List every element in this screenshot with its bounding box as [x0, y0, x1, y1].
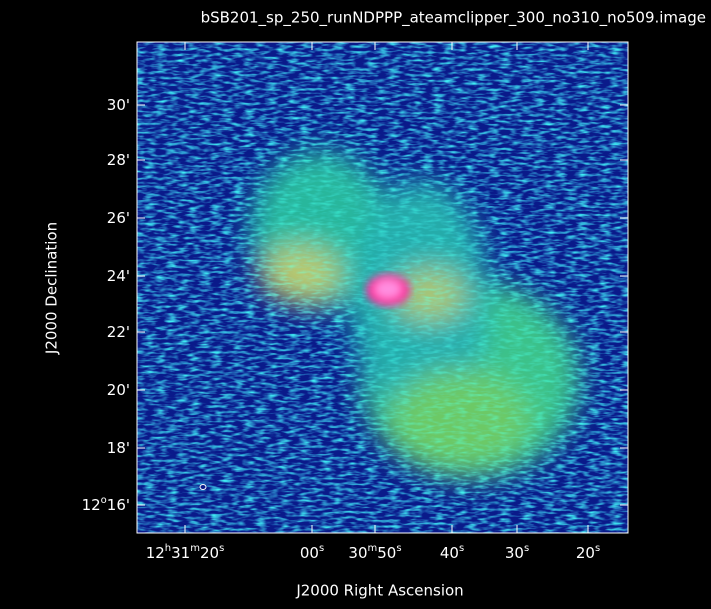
x-tick-label: 40s: [440, 543, 464, 562]
y-tick-label: 30': [107, 96, 130, 114]
tick-label-superscript: s: [595, 543, 600, 554]
tick-label-part: 20': [107, 381, 130, 399]
tick-label-part: 12: [146, 544, 165, 562]
y-tick-label: 22': [107, 323, 130, 341]
tick-label-superscript: m: [368, 543, 378, 554]
tick-label-part: 24': [107, 267, 130, 285]
tick-label-part: 31: [171, 544, 190, 562]
tick-label-superscript: m: [190, 543, 200, 554]
tick-label-superscript: s: [459, 543, 464, 554]
tick-label-part: 18': [107, 439, 130, 457]
sky-image: [137, 42, 628, 533]
tick-label-part: 28': [107, 151, 130, 169]
tick-label-part: 20: [576, 544, 595, 562]
tick-label-part: 50: [377, 544, 396, 562]
x-tick-label: 30m50s: [348, 543, 401, 562]
y-tick-label: 24': [107, 267, 130, 285]
tick-label-superscript: s: [319, 543, 324, 554]
tick-label-part: 16': [107, 496, 130, 514]
y-tick-label: 12o16': [82, 495, 130, 514]
x-tick-label: 12h31m20s: [146, 543, 225, 562]
y-tick-label: 20': [107, 381, 130, 399]
tick-label-part: 40: [440, 544, 459, 562]
tick-label-superscript: s: [219, 543, 224, 554]
y-tick-label: 26': [107, 209, 130, 227]
x-tick-label: 00s: [300, 543, 324, 562]
y-axis-label: J2000 Declination: [43, 222, 61, 355]
tick-label-part: 20: [200, 544, 219, 562]
x-tick-label: 30s: [505, 543, 529, 562]
tick-label-superscript: s: [524, 543, 529, 554]
tick-label-part: 30': [107, 96, 130, 114]
tick-label-superscript: s: [396, 543, 401, 554]
tick-label-part: 00: [300, 544, 319, 562]
figure: bSB201_sp_250_runNDPPP_ateamclipper_300_…: [0, 0, 711, 609]
plot-title: bSB201_sp_250_runNDPPP_ateamclipper_300_…: [201, 9, 706, 28]
y-tick-label: 18': [107, 439, 130, 457]
tick-label-part: 26': [107, 209, 130, 227]
tick-label-part: 30: [505, 544, 524, 562]
tick-label-part: 22': [107, 323, 130, 341]
tick-label-part: 30: [348, 544, 367, 562]
x-tick-label: 20s: [576, 543, 600, 562]
x-axis-label: J2000 Right Ascension: [295, 582, 463, 600]
y-tick-label: 28': [107, 151, 130, 169]
tick-label-part: 12: [82, 496, 101, 514]
